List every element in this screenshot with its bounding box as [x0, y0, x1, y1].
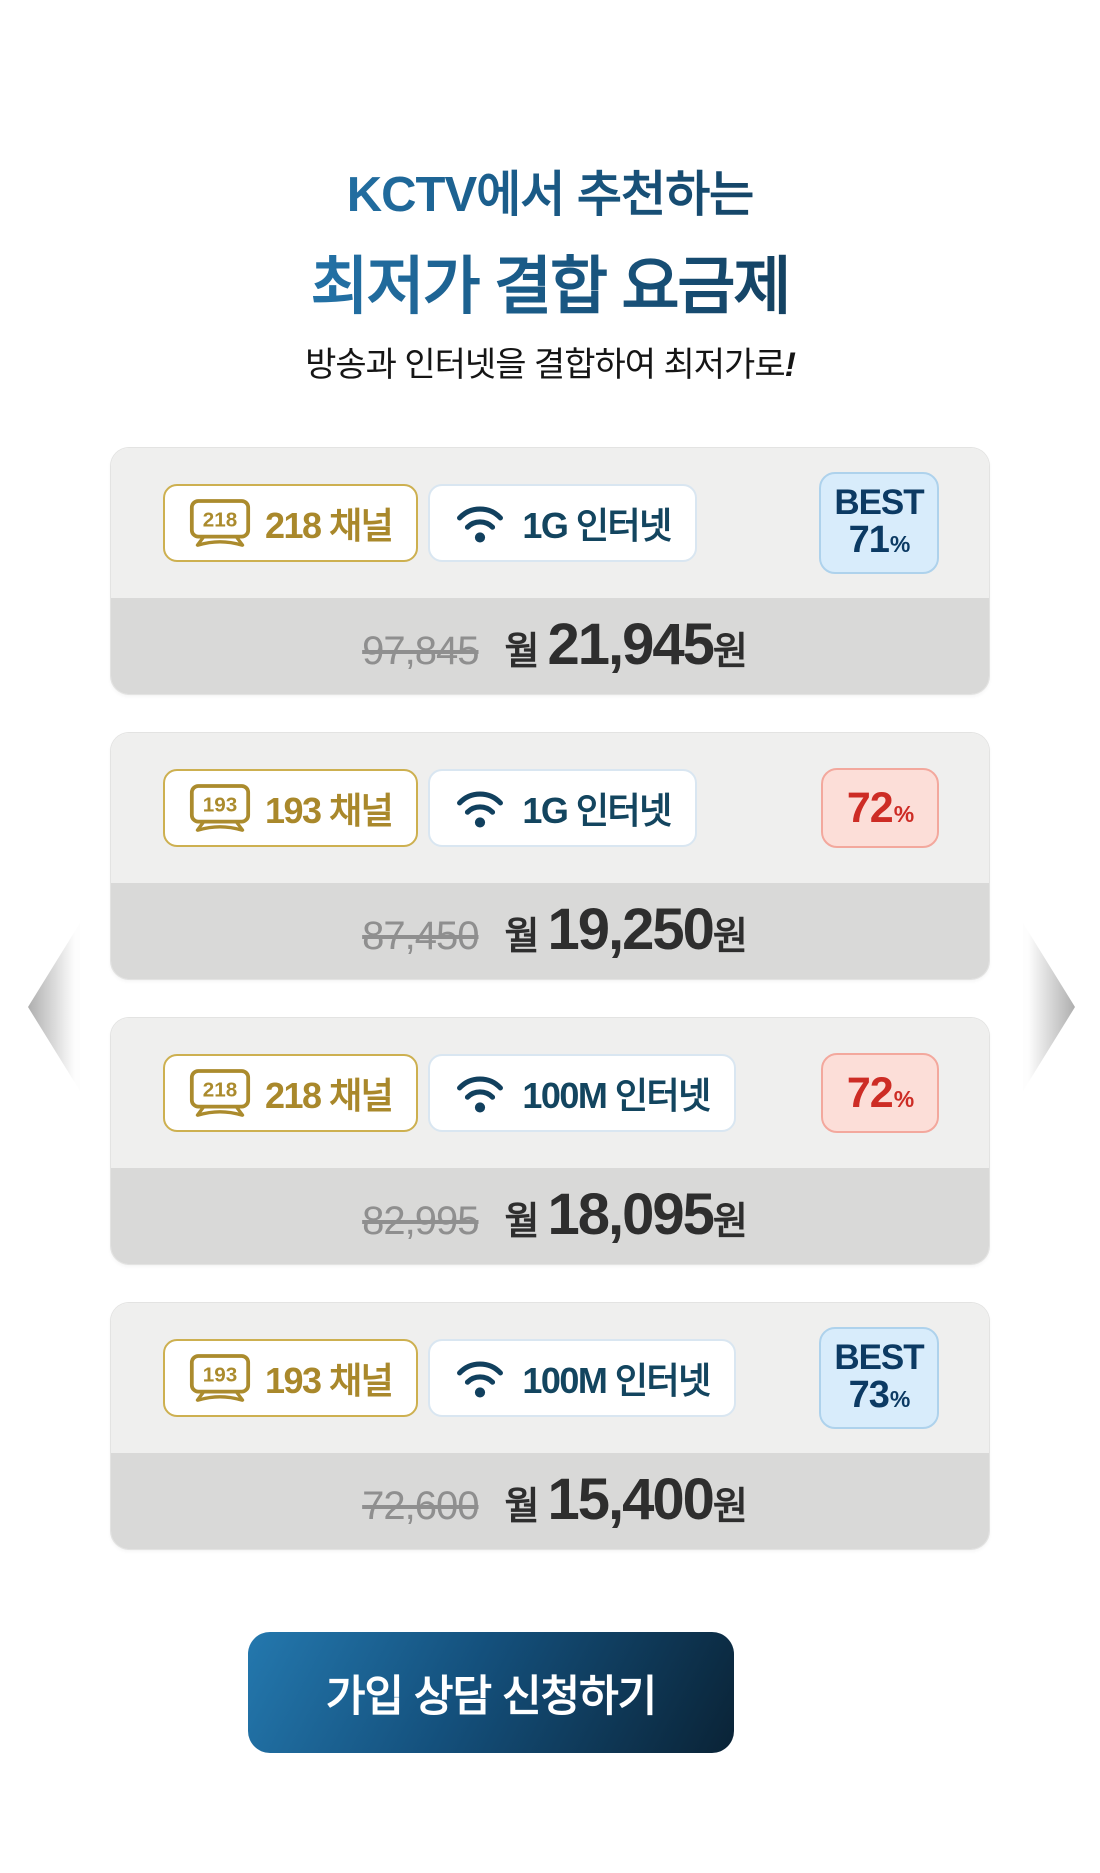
tv-channel-count: 218	[203, 1078, 237, 1101]
price-prefix: 월	[504, 1201, 540, 1243]
wifi-icon	[457, 506, 504, 543]
internet-label: 1G 인터넷	[522, 505, 672, 546]
discount-percent: 73%	[848, 1374, 911, 1417]
channel-badge: 193 193 채널	[163, 1339, 419, 1417]
price-row: 72,600 월 15,400 원	[111, 1453, 989, 1549]
original-price: 97,845	[362, 629, 479, 673]
best-label: BEST	[834, 1338, 924, 1378]
price-suffix: 원	[712, 1201, 748, 1243]
carousel-next-button[interactable]	[1023, 923, 1075, 1091]
discount-percent: 72%	[846, 1068, 914, 1117]
internet-label: 100M 인터넷	[522, 1360, 711, 1401]
discount-value: 72	[846, 783, 894, 832]
channel-label: 193 채널	[265, 790, 394, 831]
internet-label: 1G 인터넷	[522, 790, 672, 831]
discount-percent: 72%	[846, 783, 914, 832]
internet-badge: 100M 인터넷	[428, 1339, 736, 1417]
discount-badge-best: BEST 71%	[819, 472, 939, 574]
plan-card-4[interactable]: 193 193 채널 100M 인터넷 BEST 73% 72,600	[111, 1303, 989, 1549]
tv-icon: 193	[189, 1353, 251, 1402]
original-price: 87,450	[362, 914, 479, 958]
percent-sign: %	[893, 1085, 914, 1112]
discount-badge-percent: 72%	[821, 768, 939, 848]
price-amount: 21,945	[547, 612, 714, 677]
percent-sign: %	[889, 531, 910, 558]
price-suffix: 원	[712, 631, 748, 673]
internet-badge: 1G 인터넷	[428, 769, 697, 847]
plan-card-top: 218 218 채널 100M 인터넷 72%	[111, 1018, 989, 1168]
chevron-right-icon	[1023, 923, 1075, 1091]
tv-channel-count: 218	[203, 508, 237, 531]
tv-icon: 193	[189, 783, 251, 832]
signup-consult-button[interactable]: 가입 상담 신청하기	[248, 1632, 734, 1753]
price-row: 82,995 월 18,095 원	[111, 1168, 989, 1264]
price-amount: 18,095	[547, 1182, 714, 1247]
original-price: 82,995	[362, 1199, 479, 1243]
monthly-price: 월 19,250 원	[504, 897, 748, 962]
plan-card-top: 193 193 채널 1G 인터넷 72%	[111, 733, 989, 883]
price-suffix: 원	[712, 1486, 748, 1528]
price-suffix: 원	[712, 916, 748, 958]
tv-icon: 218	[189, 498, 251, 547]
wifi-icon	[457, 1076, 504, 1113]
internet-badge: 1G 인터넷	[428, 484, 697, 562]
channel-label: 193 채널	[265, 1360, 394, 1401]
price-prefix: 월	[504, 631, 540, 673]
discount-badge-best: BEST 73%	[819, 1327, 939, 1429]
plan-card-3[interactable]: 218 218 채널 100M 인터넷 72% 82,995 월	[111, 1018, 989, 1264]
best-label: BEST	[834, 483, 924, 523]
chevron-left-icon	[28, 923, 80, 1091]
channel-label: 218 채널	[265, 505, 394, 546]
tv-icon: 218	[189, 1068, 251, 1117]
plan-card-top: 218 218 채널 1G 인터넷 BEST 71%	[111, 448, 989, 598]
channel-badge: 218 218 채널	[163, 484, 419, 562]
wifi-icon	[457, 791, 504, 828]
internet-label: 100M 인터넷	[522, 1075, 711, 1116]
price-prefix: 월	[504, 916, 540, 958]
tv-channel-count: 193	[203, 793, 237, 816]
percent-sign: %	[893, 800, 914, 827]
internet-badge: 100M 인터넷	[428, 1054, 736, 1132]
monthly-price: 월 18,095 원	[504, 1182, 748, 1247]
plan-card-top: 193 193 채널 100M 인터넷 BEST 73%	[111, 1303, 989, 1453]
channel-badge: 193 193 채널	[163, 769, 419, 847]
price-amount: 15,400	[547, 1467, 714, 1532]
discount-value: 72	[846, 1068, 894, 1117]
channel-label: 218 채널	[265, 1075, 394, 1116]
price-row: 97,845 월 21,945 원	[111, 598, 989, 694]
original-price: 72,600	[362, 1484, 479, 1528]
plan-card-2[interactable]: 193 193 채널 1G 인터넷 72% 87,450 월	[111, 733, 989, 979]
subtitle-exclamation: !	[784, 346, 796, 384]
carousel-prev-button[interactable]	[28, 923, 80, 1091]
wifi-icon	[457, 1361, 504, 1398]
plan-card-1[interactable]: 218 218 채널 1G 인터넷 BEST 71% 97,845	[111, 448, 989, 694]
discount-value: 73	[848, 1374, 890, 1417]
monthly-price: 월 15,400 원	[504, 1467, 748, 1532]
tv-channel-count: 193	[203, 1363, 237, 1386]
monthly-price: 월 21,945 원	[504, 612, 748, 677]
price-prefix: 월	[504, 1486, 540, 1528]
percent-sign: %	[889, 1386, 910, 1413]
subtitle-text: 방송과 인터넷을 결합하여 최저가로	[305, 346, 786, 384]
price-amount: 19,250	[547, 897, 714, 962]
channel-badge: 218 218 채널	[163, 1054, 419, 1132]
page-subtitle: 방송과 인터넷을 결합하여 최저가로!	[0, 337, 1100, 386]
discount-badge-percent: 72%	[821, 1053, 939, 1133]
discount-value: 71	[848, 519, 890, 562]
page-title-line2: 최저가 결합 요금제	[0, 236, 1100, 327]
discount-percent: 71%	[848, 519, 911, 562]
page-title-line1: KCTV에서 추천하는	[0, 155, 1100, 226]
price-row: 87,450 월 19,250 원	[111, 883, 989, 979]
